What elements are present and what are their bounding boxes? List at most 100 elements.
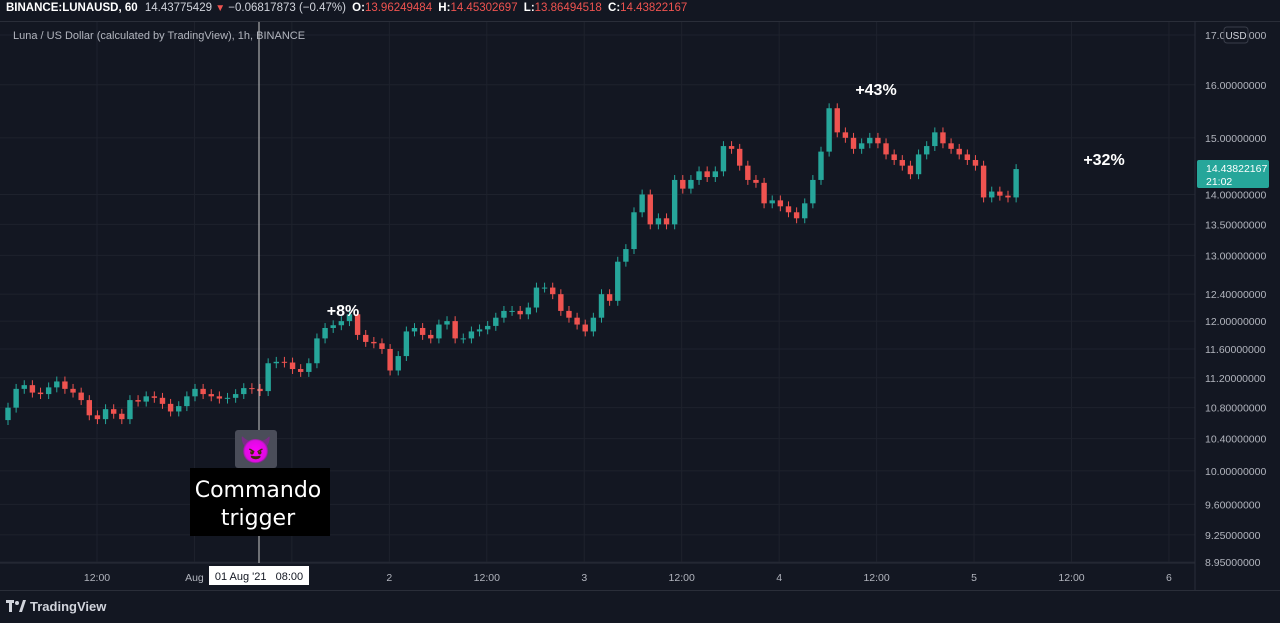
- currency-badge[interactable]: [1223, 26, 1249, 44]
- candle: [688, 175, 694, 194]
- candle-body: [720, 146, 727, 172]
- candle: [216, 391, 223, 404]
- candle-body: [753, 179, 759, 183]
- down-arrow-icon: ▼: [215, 3, 226, 14]
- time-tick-label: 6: [1166, 572, 1172, 584]
- candle: [907, 160, 914, 180]
- candle-body: [281, 361, 288, 363]
- close-value: 14.43822167: [620, 2, 688, 14]
- crosshair-date-box: [209, 566, 309, 585]
- candle: [273, 356, 279, 369]
- candle: [241, 383, 247, 400]
- candle-body: [761, 182, 767, 204]
- candle-body: [119, 413, 125, 420]
- low-value: 13.86494518: [534, 2, 602, 14]
- candle-body: [923, 146, 930, 155]
- candle-body: [249, 388, 255, 390]
- candle: [102, 404, 109, 425]
- tradingview-logo[interactable]: TradingView: [6, 599, 106, 614]
- open-value: 13.96249484: [364, 2, 433, 14]
- candle-body: [777, 200, 784, 207]
- candle-body: [127, 400, 133, 420]
- time-tick-label: 12:00: [474, 572, 500, 584]
- candle-body: [346, 314, 353, 322]
- candle: [1013, 164, 1019, 203]
- candle-body: [257, 388, 263, 392]
- candle-body: [54, 381, 60, 388]
- candle: [257, 383, 263, 397]
- gain-label-43: +43%: [855, 82, 896, 99]
- candle: [330, 320, 336, 333]
- candle: [769, 195, 775, 209]
- symbol-label[interactable]: BINANCE:LUNAUSD, 60: [6, 2, 138, 14]
- candle: [964, 149, 971, 165]
- candle-body: [737, 148, 743, 166]
- candle: [484, 321, 491, 335]
- candle: [818, 146, 824, 185]
- candle: [858, 138, 865, 154]
- candle-body: [989, 191, 995, 198]
- candle-body: [306, 363, 312, 372]
- high-value: 14.45302697: [450, 2, 518, 14]
- candle: [13, 383, 19, 413]
- candle-body: [338, 321, 345, 326]
- candle: [590, 312, 597, 337]
- candle-body: [167, 403, 174, 412]
- candle: [834, 103, 840, 138]
- chart-header: BINANCE:LUNAUSD, 60 14.43775429 ▼ −0.068…: [6, 2, 687, 18]
- candle: [720, 141, 727, 177]
- price-tick-label: 15.00000000: [1205, 133, 1266, 145]
- candle: [297, 364, 304, 377]
- candle: [346, 309, 353, 327]
- candle-body: [379, 343, 385, 349]
- candle: [842, 127, 849, 143]
- candle-body: [818, 151, 824, 180]
- candle-body: [78, 392, 84, 401]
- candle-body: [192, 388, 198, 397]
- candle: [680, 175, 686, 194]
- candle: [956, 143, 962, 160]
- last-value: 14.43775429: [144, 2, 212, 14]
- candle-body: [484, 325, 491, 330]
- candle-body: [176, 406, 182, 412]
- candle-body: [842, 132, 849, 138]
- candle: [615, 256, 621, 306]
- price-tick-label: 11.60000000: [1205, 344, 1266, 356]
- candle: [452, 316, 458, 344]
- candle: [371, 336, 377, 349]
- price-axis[interactable]: 17.0000000016.0000000015.0000000014.0000…: [1205, 30, 1266, 569]
- candle: [777, 195, 784, 212]
- candle: [891, 149, 897, 165]
- price-tick-label: 10.80000000: [1205, 403, 1266, 415]
- open-label: O:: [352, 2, 365, 14]
- candle: [354, 309, 361, 340]
- candle-body: [29, 385, 36, 393]
- candle: [582, 319, 588, 337]
- candle-body: [582, 324, 588, 332]
- candle-body: [411, 327, 418, 332]
- candle: [639, 189, 645, 218]
- candle: [403, 326, 410, 362]
- last-price-timer: 21:02: [1206, 176, 1232, 188]
- candle-body: [1013, 169, 1019, 198]
- price-tick-label: 8.95000000: [1205, 557, 1261, 569]
- candle-body: [574, 317, 580, 325]
- candle-body: [533, 287, 540, 308]
- candle-body: [224, 397, 231, 399]
- candle: [208, 389, 214, 402]
- candle: [379, 338, 385, 354]
- price-tick-label: 14.00000000: [1205, 189, 1266, 201]
- candle-body: [525, 307, 532, 315]
- candle-body: [598, 294, 605, 318]
- candle: [192, 383, 198, 402]
- header-divider: [0, 21, 1280, 22]
- candle: [411, 323, 418, 337]
- candle: [119, 408, 125, 425]
- candle: [135, 395, 141, 407]
- candle: [460, 333, 466, 344]
- candle-body: [460, 338, 466, 340]
- candle-body: [444, 321, 450, 325]
- candle: [850, 132, 857, 154]
